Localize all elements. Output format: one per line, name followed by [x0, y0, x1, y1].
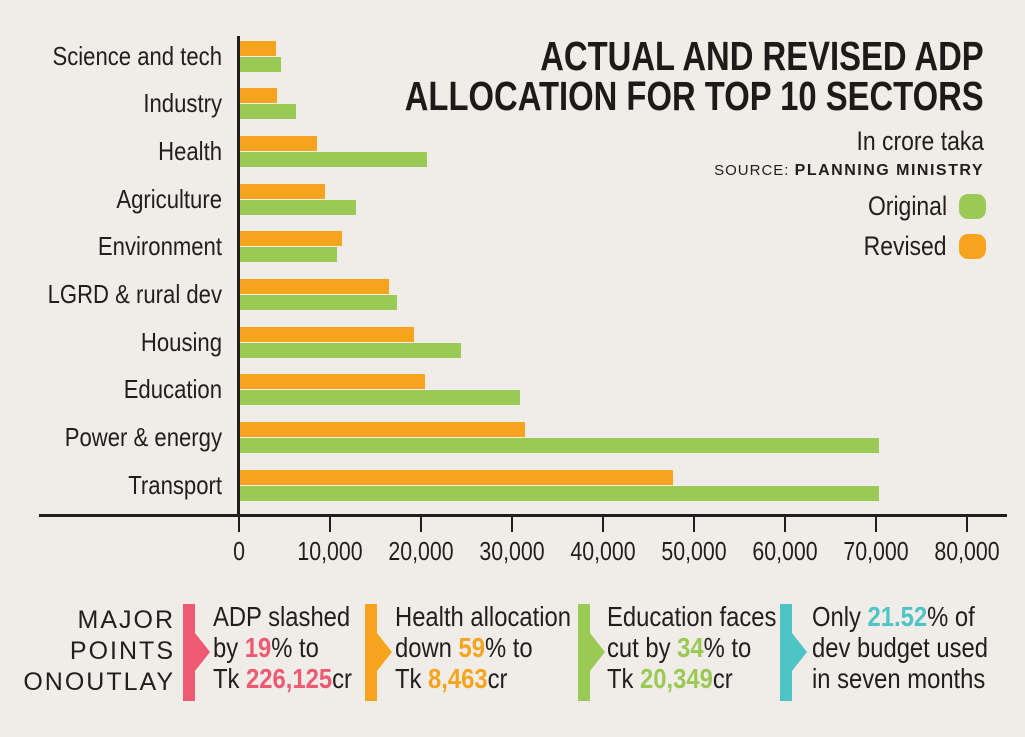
source-line: SOURCE: PLANNING MINISTRY — [714, 162, 984, 180]
major-point-text-line: ADP slashed — [213, 601, 351, 632]
bar-revised-4 — [240, 231, 342, 247]
bar-revised-8 — [240, 422, 525, 438]
category-label: Health — [158, 135, 222, 166]
major-point-text: ADP slashed by 19% to Tk 226,125cr — [213, 601, 409, 694]
major-point-text-line: cut by 34% to — [607, 632, 752, 663]
bar-revised-7 — [240, 374, 425, 390]
major-point-text: Only 21.52% of dev budget used in seven mo… — [812, 601, 1008, 694]
source-label: SOURCE: — [714, 162, 790, 179]
legend-swatch-revised-icon — [959, 234, 986, 259]
x-axis-tick — [875, 517, 877, 532]
x-axis-tick-label: 70,000 — [843, 536, 909, 566]
x-axis-line — [39, 514, 1007, 517]
arrow-marker-icon — [365, 604, 392, 701]
x-axis-tick-label: 30,000 — [479, 536, 545, 566]
bar-original-3 — [240, 199, 356, 215]
bar-revised-5 — [240, 279, 389, 294]
major-point-text-line: Tk 226,125cr — [213, 663, 352, 694]
x-axis-tick-label: 20,000 — [388, 536, 454, 566]
major-points-heading: MAJOR POINTS ONOUTLAY — [10, 605, 175, 698]
bar-revised-9 — [240, 469, 673, 485]
x-axis-tick — [238, 517, 240, 532]
legend-item-original: Original — [849, 191, 986, 221]
bar-revised-3 — [240, 183, 325, 199]
bar-original-4 — [240, 247, 337, 263]
major-point-text-line: Tk 8,463cr — [395, 663, 508, 694]
major-point-text-line: down 59% to — [395, 632, 533, 663]
source-value: PLANNING MINISTRY — [794, 162, 984, 179]
category-label: Transport — [128, 469, 222, 500]
x-axis-tick — [693, 517, 695, 532]
major-point-text-line: Health allocation — [395, 601, 571, 632]
category-label: Power & energy — [64, 422, 222, 453]
x-axis-tick-label: 10,000 — [297, 536, 363, 566]
legend: Original Revised — [849, 191, 986, 274]
category-label: Education — [123, 374, 222, 405]
bar-original-5 — [240, 295, 397, 310]
bar-original-9 — [240, 485, 879, 501]
bar-original-1 — [240, 104, 296, 120]
x-axis-tick — [511, 517, 513, 532]
bar-revised-6 — [240, 326, 414, 342]
major-points-heading-line: ONOUTLAY — [23, 668, 175, 696]
bar-revised-2 — [240, 135, 317, 151]
arrow-marker-icon — [780, 604, 807, 701]
x-axis-tick-label: 60,000 — [752, 536, 818, 566]
legend-label: Revised — [864, 231, 947, 261]
unit-note: In crore taka — [856, 126, 984, 156]
major-point-text: Education faces cut by 34% to Tk 20,349cr — [607, 601, 803, 694]
x-axis-tick — [966, 517, 968, 532]
arrow-marker-icon — [183, 604, 210, 701]
x-axis-tick — [329, 517, 331, 532]
chart-title-line1: ACTUAL AND REVISED ADP — [540, 33, 984, 79]
legend-item-revised: Revised — [849, 231, 986, 261]
x-axis-tick-label: 80,000 — [934, 536, 1000, 566]
chart-title-line2: ALLOCATION FOR TOP 10 SECTORS — [405, 73, 984, 119]
category-label: Industry — [143, 88, 222, 119]
bar-original-8 — [240, 438, 879, 454]
category-label: Science and tech — [52, 40, 222, 71]
category-label: Housing — [140, 326, 222, 357]
bar-original-2 — [240, 151, 427, 167]
major-points-heading-line: POINTS — [69, 637, 175, 665]
major-point-text-line: Tk 20,349cr — [607, 663, 733, 694]
major-point-text-line: Only 21.52% of — [812, 601, 975, 632]
x-axis-tick-label: 50,000 — [661, 536, 727, 566]
x-axis-tick — [784, 517, 786, 532]
major-point-text-line: by 19% to — [213, 632, 319, 663]
chart-title: ACTUAL AND REVISED ADP ALLOCATION FOR TO… — [405, 33, 984, 119]
category-label: Agriculture — [116, 183, 222, 214]
y-axis-line — [237, 36, 240, 517]
major-points-heading-line: MAJOR — [77, 606, 175, 634]
legend-label: Original — [867, 191, 947, 221]
category-label: LGRD & rural dev — [47, 279, 223, 309]
major-point-text: Health allocation down 59% to Tk 8,463cr — [395, 601, 591, 694]
x-axis-tick — [420, 517, 422, 532]
x-axis-tick-label: 40,000 — [570, 536, 636, 566]
legend-swatch-original-icon — [959, 194, 986, 219]
arrow-marker-icon — [578, 604, 605, 701]
bar-original-0 — [240, 56, 281, 72]
bar-revised-1 — [240, 88, 277, 104]
bar-revised-0 — [240, 40, 276, 56]
major-point-text-line: Education faces — [607, 601, 777, 632]
bar-original-7 — [240, 390, 520, 406]
bar-original-6 — [240, 342, 461, 358]
category-label: Environment — [97, 231, 222, 262]
x-axis-tick-label: 0 — [233, 536, 245, 566]
major-point-text-line: dev budget used — [812, 632, 989, 663]
major-point-text-line: in seven months — [812, 663, 986, 694]
x-axis-tick — [602, 517, 604, 532]
